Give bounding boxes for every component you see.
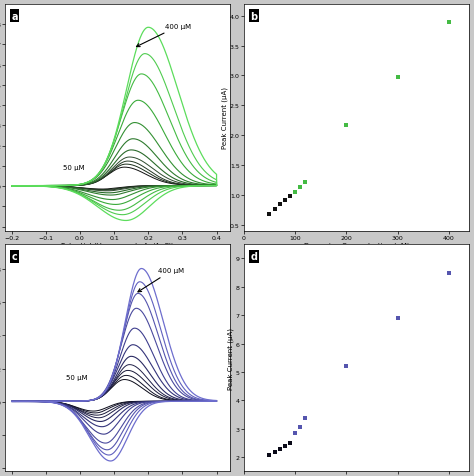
Text: 400 μM: 400 μM [137,24,191,48]
Text: c: c [11,252,17,262]
X-axis label: Potential (V vs. pseudo Ag/AgCl): Potential (V vs. pseudo Ag/AgCl) [61,242,174,248]
Text: a: a [11,11,18,21]
Point [394,74,401,81]
Point [343,122,350,129]
Y-axis label: Peak Current (μA): Peak Current (μA) [222,87,228,149]
Point [271,205,278,213]
Y-axis label: Peak Current (μA): Peak Current (μA) [228,327,234,389]
Point [291,429,299,437]
Text: 50 μM: 50 μM [63,165,84,170]
Point [343,363,350,370]
Point [286,193,294,200]
Point [296,424,304,431]
Text: 50 μM: 50 μM [66,375,88,380]
Point [394,315,401,322]
Point [281,443,289,450]
Point [301,414,309,422]
Point [286,440,294,447]
Point [276,200,283,208]
Point [445,269,453,277]
Point [265,451,273,459]
Point [265,211,273,218]
Point [271,448,278,456]
Point [276,446,283,453]
Point [445,19,453,27]
Point [301,178,309,186]
Point [296,184,304,191]
Point [281,197,289,205]
X-axis label: Dopamine Concentration (μM): Dopamine Concentration (μM) [304,242,410,248]
Text: 400 μM: 400 μM [138,268,184,292]
Text: d: d [251,252,257,262]
Text: b: b [251,11,258,21]
Point [291,188,299,196]
